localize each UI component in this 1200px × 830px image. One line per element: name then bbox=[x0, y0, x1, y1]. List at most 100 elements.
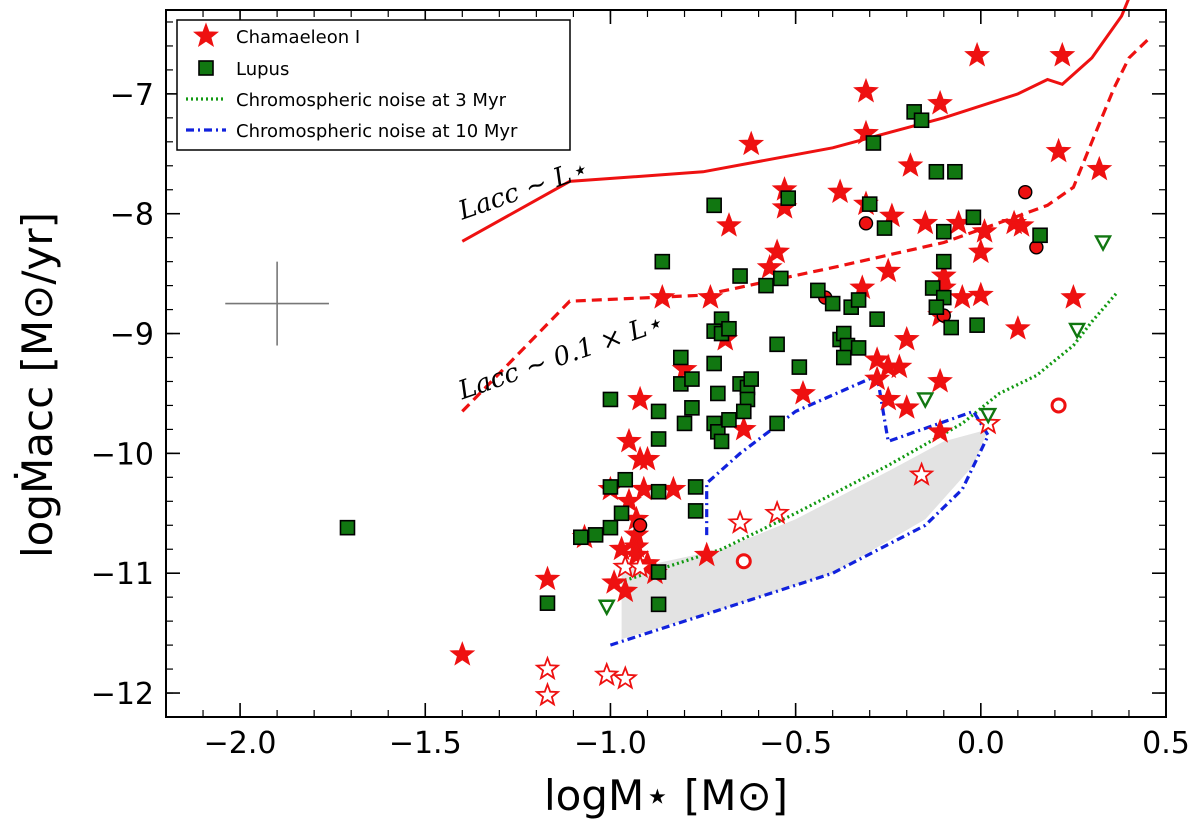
lupus-square-point-5 bbox=[613, 505, 630, 522]
y-tick-label-0: −7 bbox=[110, 78, 154, 113]
legend-marker-lupus bbox=[198, 60, 214, 76]
cha-star-point-30 bbox=[949, 284, 976, 309]
lupus-square-point-16 bbox=[687, 503, 704, 519]
legend: Chamaeleon I Lupus Chromospheric noise a… bbox=[176, 19, 571, 151]
lupus-square-point-9 bbox=[654, 253, 671, 270]
data-points-layer bbox=[339, 41, 1113, 707]
line-lacc-tenth-lstar bbox=[461, 38, 1149, 413]
cha-open-circle-point-0 bbox=[1050, 397, 1067, 414]
lupus-square-point-39 bbox=[758, 277, 774, 294]
cha-star-point-22 bbox=[756, 254, 783, 279]
cha-star-point-36 bbox=[864, 346, 891, 371]
cha-star-point-45 bbox=[627, 385, 653, 411]
lupus-square-point-53 bbox=[861, 196, 878, 212]
cha-star-point-38 bbox=[864, 365, 891, 391]
y-axis-title: logṀacc [M⊙/yr] bbox=[12, 212, 62, 558]
y-tick-label-4: −11 bbox=[91, 557, 154, 592]
cha-open-star-point-7 bbox=[764, 499, 791, 525]
cha-star-point-23 bbox=[875, 257, 902, 283]
cha-star-point-12 bbox=[716, 212, 742, 237]
cha-star-point-20 bbox=[967, 238, 994, 264]
cha-star-point-47 bbox=[616, 427, 642, 453]
axes-layer: −2.0 −1.5 −1.0 −0.5 0.0 0.5 −7 −8 −9 −10 −11 −12 bbox=[91, 9, 1190, 761]
legend-label-noise-10myr: Chromospheric noise at 10 Myr bbox=[236, 121, 518, 142]
cha-star-point-44 bbox=[893, 394, 920, 419]
line-lacc-lstar bbox=[461, 0, 1130, 243]
cha-star-point-60 bbox=[608, 535, 635, 561]
cha-star-point-28 bbox=[697, 284, 724, 309]
lupus-square-point-67 bbox=[965, 209, 982, 226]
lupus-square-point-35 bbox=[735, 403, 752, 420]
lupus-square-point-13 bbox=[650, 564, 667, 580]
cha-star-point-43 bbox=[875, 385, 902, 411]
cha-open-star-point-0 bbox=[534, 655, 561, 681]
cha-star-point-35 bbox=[893, 325, 920, 351]
lupus-square-point-2 bbox=[573, 529, 589, 546]
lupus-square-point-43 bbox=[769, 415, 785, 432]
cha-star-point-64 bbox=[534, 565, 561, 591]
cha-open-star-point-8 bbox=[908, 461, 935, 486]
cha-star-point-8 bbox=[897, 152, 924, 177]
lupus-square-point-62 bbox=[935, 253, 952, 270]
cha-star-point-19 bbox=[1008, 212, 1035, 237]
cha-star-point-31 bbox=[1060, 284, 1087, 309]
lupus-square-point-23 bbox=[673, 349, 689, 366]
cha-star-point-42 bbox=[790, 379, 816, 405]
cha-open-star-point-3 bbox=[612, 665, 639, 690]
lupus-square-point-11 bbox=[650, 431, 667, 447]
line-noise-10myr bbox=[609, 373, 991, 647]
lupus-square-point-7 bbox=[602, 479, 619, 495]
lupus-square-point-17 bbox=[706, 197, 722, 214]
lupus-square-point-65 bbox=[928, 299, 945, 315]
lupus-square-point-0 bbox=[339, 519, 356, 536]
lupus-square-point-56 bbox=[865, 135, 882, 151]
lupus-square-point-69 bbox=[969, 317, 985, 333]
cha-open-star-point-6 bbox=[727, 509, 753, 534]
y-tick-label-5: −12 bbox=[91, 677, 154, 712]
lupus-square-point-59 bbox=[928, 163, 945, 180]
lupus-square-point-3 bbox=[587, 527, 604, 543]
cha-star-point-3 bbox=[1049, 41, 1076, 67]
lupus-square-point-6 bbox=[617, 471, 634, 488]
legend-frame bbox=[176, 19, 571, 151]
cha-star-point-17 bbox=[971, 218, 998, 243]
lupus-square-point-68 bbox=[1032, 227, 1048, 244]
lupus-triangle-point-0 bbox=[597, 599, 616, 617]
x-tick-label-1: −1.5 bbox=[389, 726, 462, 761]
cha-star-point-65 bbox=[449, 641, 476, 666]
x-tick-label-3: −0.5 bbox=[759, 726, 832, 761]
y-tick-label-1: −8 bbox=[110, 198, 154, 233]
cha-circle-point-0 bbox=[1018, 184, 1033, 200]
lupus-square-point-54 bbox=[869, 311, 885, 327]
lupus-square-point-25 bbox=[684, 371, 700, 387]
lupus-triangle-point-2 bbox=[979, 407, 998, 425]
cha-star-point-39 bbox=[886, 353, 913, 379]
error-bar-layer bbox=[225, 261, 329, 346]
lupus-square-point-60 bbox=[947, 163, 963, 180]
lupus-triangle-point-4 bbox=[1094, 235, 1113, 253]
lupus-square-point-38 bbox=[713, 433, 730, 450]
lupus-square-point-58 bbox=[913, 112, 930, 129]
cha-open-star-point-1 bbox=[534, 681, 561, 707]
cha-star-point-2 bbox=[964, 41, 991, 67]
cha-star-point-7 bbox=[1086, 155, 1113, 181]
legend-marker-chamaeleon bbox=[193, 22, 219, 47]
cha-star-point-50 bbox=[927, 418, 953, 443]
lupus-square-point-42 bbox=[769, 336, 785, 353]
lupus-square-point-10 bbox=[650, 403, 667, 420]
lupus-square-point-1 bbox=[539, 595, 556, 611]
cha-circle-point-1 bbox=[858, 216, 874, 231]
lupus-square-point-37 bbox=[676, 415, 693, 432]
cha-star-point-29 bbox=[967, 281, 994, 307]
cha-star-point-5 bbox=[927, 89, 953, 115]
lupus-square-point-45 bbox=[810, 282, 826, 299]
lupus-square-point-46 bbox=[824, 295, 841, 312]
lupus-square-point-41 bbox=[780, 190, 797, 206]
lupus-square-point-36 bbox=[743, 371, 759, 387]
lupus-square-point-30 bbox=[721, 412, 737, 428]
lupus-square-point-8 bbox=[602, 391, 619, 408]
plot-frame bbox=[165, 9, 1167, 718]
lupus-triangle-point-3 bbox=[1068, 322, 1087, 340]
lupus-triangle-point-1 bbox=[916, 392, 935, 409]
